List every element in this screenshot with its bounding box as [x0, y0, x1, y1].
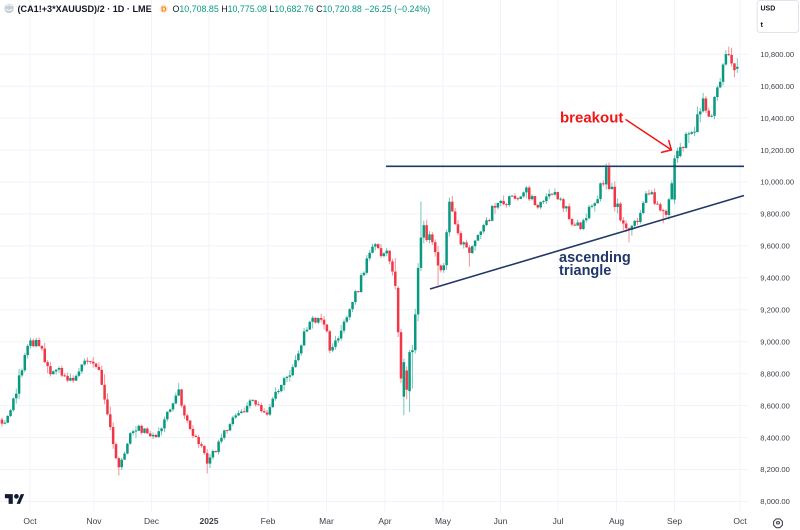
- svg-text:(CA1!+3*XAUUSD)/2 · 1D · LME: (CA1!+3*XAUUSD)/2 · 1D · LME: [18, 4, 152, 14]
- svg-text:8,600.00: 8,600.00: [760, 401, 790, 410]
- svg-text:9,800.00: 9,800.00: [760, 210, 790, 219]
- svg-text:Aug: Aug: [609, 516, 624, 526]
- svg-text:Apr: Apr: [378, 516, 391, 526]
- svg-text:Sep: Sep: [667, 516, 682, 526]
- svg-text:Oct: Oct: [23, 516, 37, 526]
- svg-text:Mar: Mar: [319, 516, 334, 526]
- svg-text:Dec: Dec: [144, 516, 160, 526]
- svg-text:9,000.00: 9,000.00: [760, 337, 790, 346]
- svg-text:10,400.00: 10,400.00: [760, 114, 794, 123]
- svg-text:O10,708.85 H10,775.08 L10,682.: O10,708.85 H10,775.08 L10,682.76 C10,720…: [173, 4, 431, 14]
- svg-text:10,000.00: 10,000.00: [760, 178, 794, 187]
- svg-text:Nov: Nov: [86, 516, 102, 526]
- svg-text:ascending: ascending: [559, 250, 631, 266]
- svg-text:Jul: Jul: [553, 516, 564, 526]
- svg-text:Jun: Jun: [494, 516, 508, 526]
- svg-text:9,600.00: 9,600.00: [760, 242, 790, 251]
- svg-text:10,200.00: 10,200.00: [760, 146, 794, 155]
- svg-text:USD: USD: [761, 6, 776, 13]
- svg-text:9,400.00: 9,400.00: [760, 274, 790, 283]
- svg-text:10,600.00: 10,600.00: [760, 82, 794, 91]
- svg-text:8,400.00: 8,400.00: [760, 433, 790, 442]
- svg-text:breakout: breakout: [560, 110, 623, 127]
- svg-text:8,200.00: 8,200.00: [760, 465, 790, 474]
- svg-text:Feb: Feb: [261, 516, 276, 526]
- svg-text:t: t: [761, 20, 764, 29]
- svg-text:9,200.00: 9,200.00: [760, 306, 790, 315]
- svg-text:2025: 2025: [200, 516, 219, 526]
- svg-text:Oct: Oct: [733, 516, 747, 526]
- svg-text:D: D: [161, 4, 167, 13]
- svg-text:May: May: [435, 516, 452, 526]
- svg-text:8,800.00: 8,800.00: [760, 369, 790, 378]
- svg-text:10,800.00: 10,800.00: [760, 50, 794, 59]
- svg-text:triangle: triangle: [559, 263, 611, 279]
- svg-text:8,000.00: 8,000.00: [760, 497, 790, 506]
